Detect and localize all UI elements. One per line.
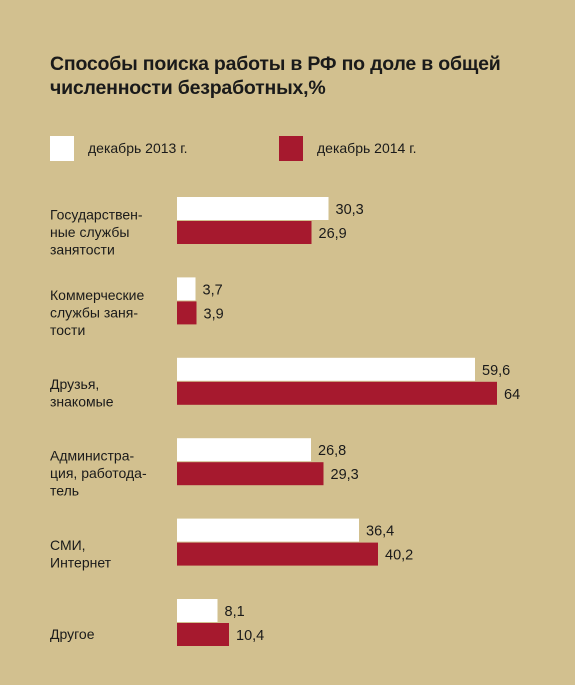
value-label: 3,9 bbox=[204, 306, 224, 322]
category-label: Коммерческие службы заня-тости bbox=[50, 287, 144, 338]
value-label: 29,3 bbox=[331, 467, 359, 483]
value-label: 26,9 bbox=[319, 226, 347, 242]
bar-2013 bbox=[177, 599, 218, 622]
bar-2014 bbox=[177, 623, 229, 646]
category-label-line: знакомые bbox=[50, 394, 114, 410]
category-label-line: Государствен- bbox=[50, 207, 143, 223]
category-label-line: СМИ, bbox=[50, 537, 86, 553]
category-label-line: службы заня- bbox=[50, 304, 138, 320]
bar-group: Государствен-ные службы занятости 30,3 26,9 bbox=[50, 197, 364, 258]
category-label-line: тости bbox=[50, 322, 85, 338]
category-label-line: занятости bbox=[50, 242, 115, 258]
bar-group: Коммерческие службы заня-тости 3,7 3,9 bbox=[50, 277, 224, 338]
bar-2014 bbox=[177, 301, 197, 325]
category-label-line: Коммерческие bbox=[50, 287, 144, 303]
category-label: Государствен-ные службы занятости bbox=[50, 207, 143, 258]
category-label-line: Администра- bbox=[50, 448, 134, 464]
legend-label-2013: декабрь 2013 г. bbox=[88, 140, 188, 156]
value-label: 3,7 bbox=[203, 282, 223, 298]
bar-2014 bbox=[177, 542, 378, 566]
category-label: Друзья, знакомые bbox=[50, 376, 114, 410]
bar-2013 bbox=[177, 438, 311, 462]
bar-2013 bbox=[177, 277, 196, 301]
category-label-line: ция, работода- bbox=[50, 465, 147, 481]
value-label: 40,2 bbox=[385, 548, 413, 564]
value-label: 64 bbox=[504, 387, 520, 403]
value-label: 26,8 bbox=[318, 443, 346, 459]
legend-label-2014: декабрь 2014 г. bbox=[317, 140, 417, 156]
category-label-line: Другое bbox=[50, 626, 95, 642]
legend-swatch-2013 bbox=[50, 136, 74, 161]
bar-group: Друзья, знакомые 59,6 64 bbox=[50, 357, 520, 410]
bar-group: Другое 8,1 10,4 bbox=[50, 599, 264, 646]
bar-group: Администра-ция, работода-тель 26,8 29,3 bbox=[50, 438, 359, 499]
category-label-line: Интернет bbox=[50, 554, 112, 570]
value-label: 30,3 bbox=[336, 202, 364, 218]
bar-2014 bbox=[177, 221, 312, 244]
category-label-line: Друзья, bbox=[50, 376, 99, 392]
category-label-line: ные службы bbox=[50, 224, 129, 240]
category-label: СМИ, Интернет bbox=[50, 537, 112, 571]
value-label: 59,6 bbox=[482, 363, 510, 379]
category-label: Другое bbox=[50, 626, 95, 642]
category-label: Администра-ция, работода-тель bbox=[50, 448, 147, 499]
bar-group: СМИ, Интернет 36,4 40,2 bbox=[50, 518, 413, 571]
legend-swatch-2014 bbox=[279, 136, 303, 161]
category-label-line: тель bbox=[50, 483, 79, 499]
bar-2014 bbox=[177, 462, 324, 486]
value-label: 36,4 bbox=[366, 524, 394, 540]
value-label: 10,4 bbox=[236, 628, 264, 644]
bar-2013 bbox=[177, 197, 329, 220]
bar-2013 bbox=[177, 518, 359, 542]
chart-title: Способы поиска работы в РФ по доле в общ… bbox=[50, 53, 501, 99]
bar-2014 bbox=[177, 381, 497, 405]
bar-2013 bbox=[177, 357, 475, 381]
value-label: 8,1 bbox=[225, 604, 245, 620]
